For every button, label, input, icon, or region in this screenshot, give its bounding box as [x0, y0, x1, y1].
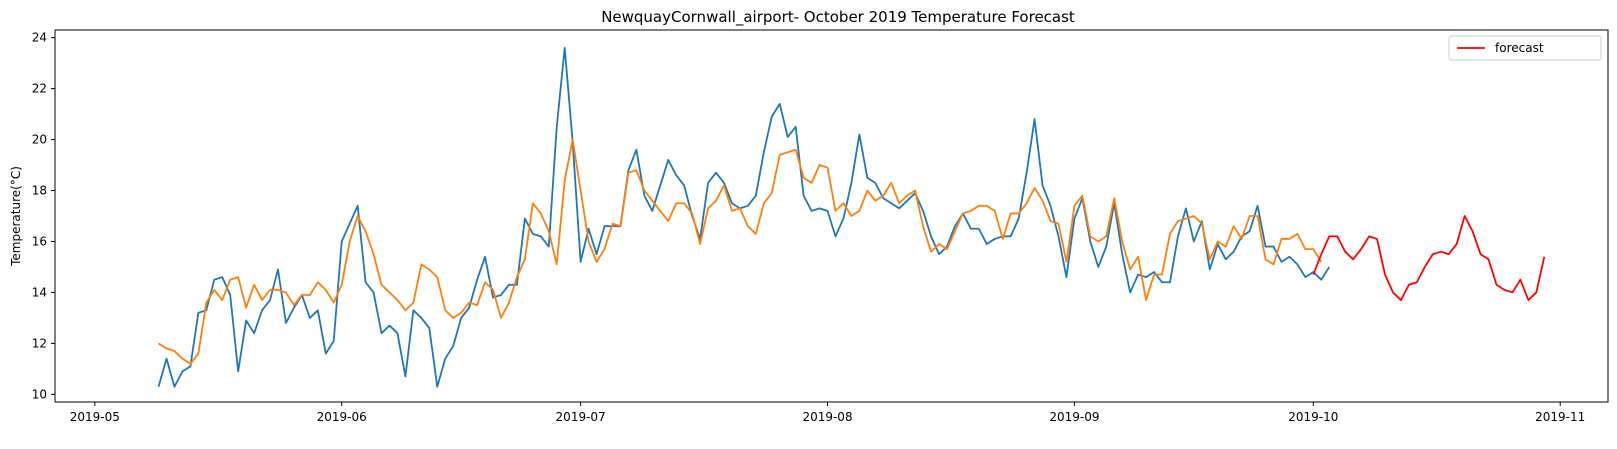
x-tick-label: 2019-05: [70, 410, 120, 424]
x-tick-label: 2019-09: [1049, 410, 1099, 424]
legend-label: forecast: [1495, 41, 1544, 55]
y-axis: 10 12 14 16 18 20 22 24: [32, 31, 55, 401]
y-tick-label: 10: [32, 387, 47, 401]
axes-frame: [54, 29, 1609, 403]
y-axis-label: Temperature(°C): [9, 166, 23, 267]
y-tick-label: 18: [32, 184, 47, 198]
series-line-series-1: [157, 46, 1331, 388]
series-line-series-2: [158, 138, 1323, 365]
y-tick-label: 22: [32, 82, 47, 96]
x-tick-label: 2019-10: [1288, 410, 1338, 424]
y-tick-label: 20: [32, 133, 47, 147]
x-axis: 2019-05 2019-06 2019-07 2019-08 2019-09 2019-…: [70, 402, 1585, 424]
x-tick-label: 2019-07: [556, 410, 606, 424]
y-tick-label: 24: [32, 31, 47, 45]
plot-area: [157, 46, 1546, 388]
x-tick-label: 2019-08: [802, 410, 852, 424]
series-line-forecast: [1312, 215, 1546, 301]
legend: forecast: [1448, 35, 1602, 61]
y-tick-label: 14: [32, 285, 47, 299]
y-tick-label: 16: [32, 234, 47, 248]
x-tick-label: 2019-06: [317, 410, 367, 424]
y-tick-label: 12: [32, 336, 47, 350]
legend-box: [1448, 35, 1602, 61]
chart-title: NewquayCornwall_airport- October 2019 Te…: [601, 8, 1075, 27]
x-tick-label: 2019-11: [1535, 410, 1585, 424]
